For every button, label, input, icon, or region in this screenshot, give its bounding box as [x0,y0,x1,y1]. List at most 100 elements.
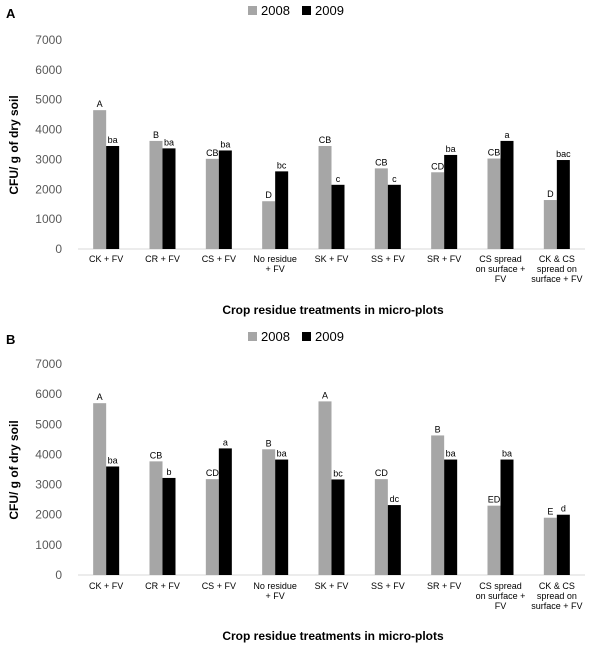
bar-letter-label: d [561,504,566,514]
legend-swatch-2008 [248,332,257,341]
bar-2008 [374,168,388,249]
bar-2009 [387,505,401,575]
bar-letter-label: B [266,438,272,448]
bar-2009 [162,477,176,575]
category-label: surface + FV [531,274,582,284]
category-label: No residue [253,254,297,264]
bar-2008 [374,479,388,575]
legend-label-2008: 2008 [261,3,290,18]
legend: 2008 2009 [248,329,344,344]
bar-letter-label: bac [556,149,571,159]
bar-letter-label: A [97,99,103,109]
y-tick-label: 5000 [35,93,62,107]
y-tick-label: 6000 [35,63,62,77]
legend-label-2009: 2009 [315,3,344,18]
category-label: SS + FV [371,254,405,264]
bar-2009 [218,150,232,249]
bar-letter-label: CD [375,468,388,478]
bar-letter-label: B [153,130,159,140]
panel-letter: A [6,6,16,21]
bar-letter-label: CD [431,161,444,171]
x-axis-title: Crop residue treatments in micro-plots [222,629,444,643]
bar-2008 [205,479,219,575]
bar-letter-label: a [223,437,228,447]
category-label: CS spread [479,254,522,264]
bar-letter-label: CD [206,468,219,478]
bar-letter-label: ba [446,144,456,154]
y-tick-label: 3000 [35,478,62,492]
category-label: on surface + [476,264,526,274]
bar-2008 [431,435,445,575]
category-label: CR + FV [145,254,180,264]
y-tick-label: 1000 [35,212,62,226]
legend-label-2009: 2009 [315,329,344,344]
category-label: No residue [253,581,297,591]
bar-2009 [162,148,176,249]
y-tick-label: 0 [55,242,62,256]
category-label: CK & CS [539,581,575,591]
bar-2008 [318,401,332,575]
bar-2008 [487,505,501,575]
y-tick-label: 1000 [35,538,62,552]
panel-a: A 2008 2009 CFU/ g of dry soil Crop resi… [6,3,585,317]
category-label: CK + FV [89,581,123,591]
y-tick-label: 3000 [35,152,62,166]
category-label: SR + FV [427,254,461,264]
bar-letter-label: D [547,189,554,199]
bar-2009 [106,466,120,575]
bar-letter-label: ba [502,449,512,459]
bar-2009 [444,154,458,249]
bar-letter-label: ba [220,139,230,149]
bar-letter-label: A [322,390,328,400]
category-label: CK & CS [539,254,575,264]
panel-b: B 2008 2009 CFU/ g of dry soil Crop resi… [6,329,585,643]
y-tick-label: 4000 [35,123,62,137]
bar-2008 [431,172,445,249]
bar-2009 [444,459,458,575]
legend-label-2008: 2008 [261,329,290,344]
bar-letter-label: dc [390,494,400,504]
bar-letter-label: CB [375,157,388,167]
bar-2009 [387,184,401,249]
legend-swatch-2009 [302,6,311,15]
bar-2009 [218,448,232,575]
bar-2009 [556,514,570,575]
category-label: FV [495,601,507,611]
category-label: SS + FV [371,581,405,591]
legend: 2008 2009 [248,3,344,18]
bar-2008 [543,200,557,249]
x-axis-title: Crop residue treatments in micro-plots [222,303,444,317]
bar-letter-label: ba [277,449,287,459]
bar-2008 [262,201,276,249]
bar-2009 [500,140,514,249]
y-tick-label: 2000 [35,508,62,522]
bar-letter-label: bc [277,160,287,170]
category-label: on surface + [476,591,526,601]
category-label: spread on [537,591,577,601]
bar-2008 [93,403,107,575]
panel-letter: B [6,332,15,347]
bar-letter-label: ED [488,495,501,505]
y-tick-label: 7000 [35,33,62,47]
category-label: FV [495,274,507,284]
bar-2009 [275,459,289,575]
bar-letter-label: B [435,424,441,434]
category-label: CS + FV [202,581,236,591]
bar-letter-label: a [504,130,509,140]
y-axis-title: CFU/ g of dry soil [7,95,21,194]
y-tick-label: 7000 [35,357,62,371]
bar-letter-label: ba [446,449,456,459]
bar-2008 [149,140,163,249]
category-label: spread on [537,264,577,274]
category-label: CS spread [479,581,522,591]
bar-2009 [500,459,514,575]
bar-letter-label: ba [108,135,118,145]
category-label: + FV [266,591,285,601]
bar-letter-label: CB [319,135,332,145]
bar-letter-label: A [97,392,103,402]
bar-letter-label: CB [150,450,163,460]
bar-2009 [331,184,345,249]
bar-2009 [275,171,289,249]
category-label: surface + FV [531,601,582,611]
y-tick-label: 6000 [35,387,62,401]
